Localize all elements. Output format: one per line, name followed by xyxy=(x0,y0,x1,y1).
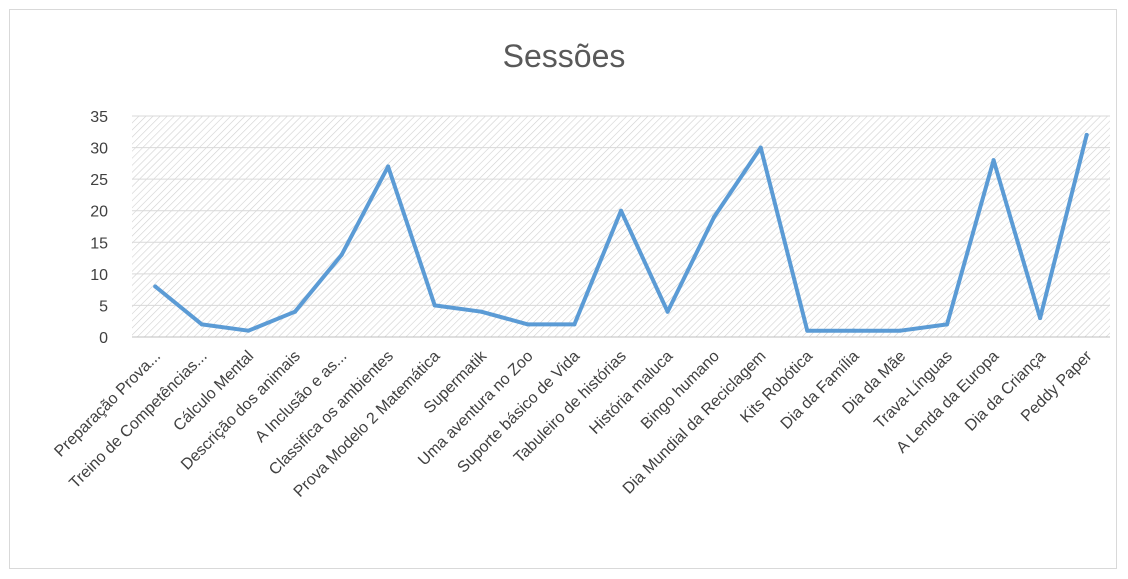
data-point xyxy=(1038,316,1043,321)
data-point xyxy=(991,158,996,163)
y-tick-label: 5 xyxy=(99,298,108,315)
data-point xyxy=(246,328,251,333)
data-point xyxy=(199,322,204,327)
y-tick-label: 30 xyxy=(90,141,108,158)
data-point xyxy=(525,322,530,327)
data-point xyxy=(945,322,949,327)
data-point xyxy=(619,208,623,213)
data-point xyxy=(898,328,903,333)
y-tick-label: 20 xyxy=(90,204,108,221)
x-tick-label: Cálculo Mental xyxy=(170,348,257,435)
data-point xyxy=(805,328,810,333)
data-point xyxy=(1084,132,1089,137)
data-point xyxy=(712,215,717,220)
data-point xyxy=(339,252,344,257)
y-tick-label: 0 xyxy=(99,330,108,347)
x-tick-label: História maluca xyxy=(586,348,676,438)
data-point xyxy=(479,309,484,314)
data-point xyxy=(432,303,437,308)
plot-area xyxy=(132,116,1110,337)
y-tick-label: 15 xyxy=(90,235,108,252)
y-tick-label: 25 xyxy=(90,172,108,189)
data-point xyxy=(758,145,763,150)
data-point xyxy=(386,164,391,169)
y-tick-label: 10 xyxy=(90,267,108,284)
data-point xyxy=(851,328,856,333)
chart-title: Sessões xyxy=(502,38,626,74)
data-point xyxy=(665,309,670,314)
data-point xyxy=(293,309,297,314)
data-point xyxy=(572,322,577,327)
data-point xyxy=(153,284,158,289)
y-tick-label: 35 xyxy=(90,109,108,126)
x-tick-label: Dia da Criança xyxy=(962,348,1049,435)
